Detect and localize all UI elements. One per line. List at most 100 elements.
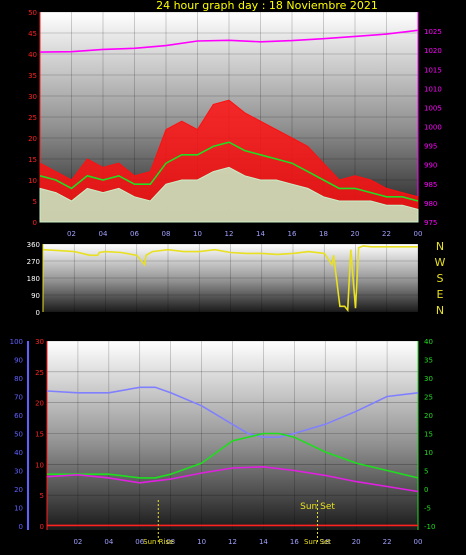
- x-tick-label: 04: [99, 230, 108, 238]
- y-left-tick-label: 270: [27, 258, 40, 266]
- compass-label: N: [436, 304, 444, 317]
- y-left-tick-label: 180: [27, 275, 40, 283]
- x-tick-label: 14: [259, 538, 268, 546]
- y-right-tick-label: 15: [424, 431, 433, 439]
- chart-title: 24 hour graph day : 18 Noviembre 2021: [156, 0, 378, 12]
- y-right-tick-label: -5: [424, 505, 431, 513]
- y-right-tick-label: 5: [424, 468, 428, 476]
- x-tick-label: 20: [351, 230, 360, 238]
- y-right-tick-label: 1000: [424, 124, 442, 132]
- y-left-tick-label: 10: [28, 177, 37, 185]
- y-far-left-tick-label: 70: [14, 394, 23, 402]
- compass-label: W: [435, 256, 446, 269]
- y-left-tick-label: 45: [28, 30, 37, 38]
- x-tick-label: 10: [193, 230, 202, 238]
- series-3-line: [39, 29, 419, 53]
- y-right-tick-label: 1015: [424, 66, 442, 74]
- sun-event-label: Sun Set: [304, 538, 331, 546]
- x-tick-label: 20: [352, 538, 361, 546]
- x-tick-label: 02: [67, 230, 76, 238]
- y-right-tick-label: 980: [424, 200, 437, 208]
- panel3-background: [47, 341, 418, 530]
- y-left-tick-label: 20: [35, 400, 44, 408]
- series-2-line: [46, 465, 419, 493]
- x-tick-label: 02: [73, 538, 82, 546]
- sun-set-caption: Sun Set: [300, 502, 335, 512]
- y-far-left-tick-label: 90: [14, 357, 23, 365]
- y-right-tick-label: 40: [424, 338, 433, 346]
- x-tick-label: 00: [414, 230, 423, 238]
- y-left-tick-label: 50: [28, 9, 37, 17]
- compass-label: S: [437, 272, 444, 285]
- y-right-tick-label: 35: [424, 357, 433, 365]
- y-left-tick-label: 25: [28, 114, 37, 122]
- x-tick-label: 22: [383, 538, 392, 546]
- y-left-tick-label: 30: [28, 93, 37, 101]
- x-tick-label: 08: [166, 538, 175, 546]
- y-right-tick-label: -10: [424, 523, 435, 531]
- y-left-tick-label: 0: [40, 523, 44, 531]
- x-tick-label: 12: [228, 538, 237, 546]
- y-far-left-tick-label: 20: [14, 486, 23, 494]
- y-left-tick-label: 35: [28, 72, 37, 80]
- y-right-tick-label: 25: [424, 394, 433, 402]
- y-right-tick-label: 990: [424, 162, 437, 170]
- y-right-tick-label: 20: [424, 412, 433, 420]
- y-far-left-tick-label: 50: [14, 431, 23, 439]
- y-left-tick-label: 20: [28, 135, 37, 143]
- x-tick-label: 04: [104, 538, 113, 546]
- y-left-tick-label: 5: [40, 492, 44, 500]
- y-right-tick-label: 1025: [424, 28, 442, 36]
- series-2-area: [39, 166, 419, 223]
- y-left-tick-label: 30: [35, 338, 44, 346]
- y-far-left-tick-label: 60: [14, 412, 23, 420]
- x-tick-label: 08: [162, 230, 171, 238]
- x-tick-label: 00: [414, 538, 423, 546]
- y-left-tick-label: 10: [35, 461, 44, 469]
- series-0-area: [39, 99, 419, 223]
- y-left-tick-label: 15: [28, 156, 37, 164]
- x-tick-label: 16: [290, 538, 299, 546]
- x-tick-label: 18: [321, 538, 330, 546]
- y-right-tick-label: 1005: [424, 104, 442, 112]
- y-far-left-tick-label: 30: [14, 468, 23, 476]
- series-1-line: [47, 432, 419, 479]
- y-left-tick-label: 15: [35, 431, 44, 439]
- y-right-tick-label: 1020: [424, 47, 442, 55]
- y-left-tick-label: 25: [35, 369, 44, 377]
- y-left-tick-label: 0: [33, 219, 37, 227]
- series-0-line: [46, 386, 419, 438]
- y-right-tick-label: 1010: [424, 85, 442, 93]
- x-tick-label: 18: [319, 230, 328, 238]
- y-far-left-tick-label: 80: [14, 375, 23, 383]
- x-tick-label: 06: [130, 230, 139, 238]
- wind-pressure-panel: 0510152025303540455097598098599099510001…: [28, 9, 442, 238]
- x-tick-label: 14: [256, 230, 265, 238]
- series-1-line: [39, 141, 419, 202]
- y-right-tick-label: 975: [424, 219, 437, 227]
- y-far-left-tick-label: 10: [14, 505, 23, 513]
- x-tick-label: 22: [382, 230, 391, 238]
- y-right-tick-label: 995: [424, 143, 437, 151]
- temperature-humidity-panel: 0102030405060708090100051015202530-10-50…: [10, 338, 436, 546]
- y-left-tick-label: 5: [33, 198, 37, 206]
- y-left-tick-label: 40: [28, 51, 37, 59]
- y-far-left-tick-label: 40: [14, 449, 23, 457]
- y-far-left-tick-label: 100: [10, 338, 23, 346]
- compass-label: N: [436, 240, 444, 253]
- y-far-left-tick-label: 0: [19, 523, 23, 531]
- compass-label: E: [437, 288, 444, 301]
- x-tick-label: 16: [288, 230, 297, 238]
- x-tick-label: 10: [197, 538, 206, 546]
- y-left-tick-label: 360: [27, 241, 40, 249]
- y-right-tick-label: 10: [424, 449, 433, 457]
- y-right-tick-label: 30: [424, 375, 433, 383]
- x-tick-label: 12: [225, 230, 234, 238]
- sun-event-label: Sun Rise: [143, 538, 173, 546]
- x-tick-label: 06: [135, 538, 144, 546]
- y-right-tick-label: 985: [424, 181, 437, 189]
- y-left-tick-label: 0: [36, 309, 40, 317]
- series-0-line: [42, 245, 418, 313]
